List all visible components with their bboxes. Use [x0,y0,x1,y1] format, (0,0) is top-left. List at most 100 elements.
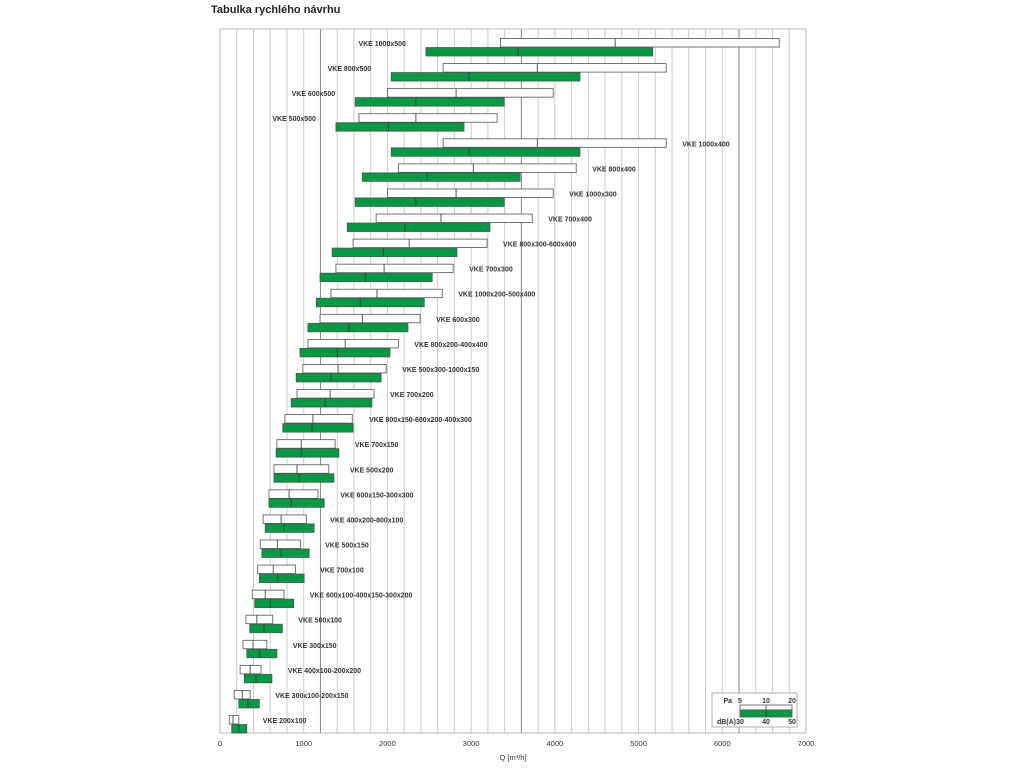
row-label: VKE 300x100-200x150 [275,693,348,700]
row-label: VKE 700x100 [320,568,364,575]
row-label: VKE 800x500 [328,66,372,73]
noise-range-bar [354,97,505,107]
pressure-range-bar [259,539,301,549]
x-tick-label: 7000 [798,739,815,748]
noise-range-bar [261,548,310,558]
x-tick-label: 5000 [630,739,647,748]
pressure-range-bar [276,439,336,449]
noise-range-bar [264,523,315,533]
pressure-range-bar [262,514,307,524]
pressure-range-bar [397,163,577,173]
row-label: VKE 600x500 [292,91,336,98]
noise-range-bar [319,272,433,283]
row-label: VKE 500x500 [272,116,316,123]
pressure-range-bar [387,88,554,98]
noise-range-bar [243,673,273,684]
row-label: VKE 600x100-400x150-300x200 [310,593,413,600]
pressure-range-bar [251,589,285,600]
pressure-range-bar [307,338,399,349]
x-tick-label: 6000 [714,739,731,748]
legend-noise-label: dB(A) [717,719,736,726]
legend-noise-tick: 40 [762,719,770,726]
noise-range-bar [307,322,409,333]
pressure-range-bar [245,614,274,625]
pressure-range-bar [257,564,296,574]
noise-range-bar [273,473,335,483]
noise-range-bar [346,222,491,232]
noise-range-bar [390,147,581,157]
noise-range-bar [390,72,581,82]
chart-title: Tabulka rychlého návrhu [211,4,341,16]
row-label: VKE 400x100-200x200 [288,668,361,675]
row-label: VKE 700x400 [548,217,592,224]
noise-range-bar [354,197,505,207]
noise-range-bar [258,573,305,583]
noise-range-bar [254,598,295,609]
x-tick-label: 0 [218,739,222,748]
row-label: VKE 300x150 [293,643,337,650]
row-label: VKE 1000x500 [358,41,406,48]
row-label: VKE 700x200 [390,392,434,399]
row-label: VKE 700x150 [355,442,399,449]
noise-range-bar [246,648,278,659]
legend-pressure-tick: 10 [762,698,770,705]
x-tick-label: 1000 [295,739,312,748]
pressure-range-bar [273,464,330,474]
pressure-range-bar [302,364,387,374]
row-label: VKE 500x100 [298,618,342,625]
pressure-range-bar [352,238,488,248]
noise-range-bar [331,247,458,257]
noise-range-bar [315,297,425,308]
pressure-range-bar [319,313,421,324]
noise-range-bar [299,347,391,358]
pressure-range-bar [296,389,375,399]
pressure-range-bar [442,138,667,148]
pressure-range-bar [358,113,498,123]
row-label: VKE 500x300-1000x150 [402,367,479,374]
legend-pressure-tick: 20 [788,698,796,705]
pressure-range-bar [242,639,268,650]
row-label: VKE 800x200-400x400 [414,342,487,349]
noise-range-bar [231,724,248,734]
legend-noise-tick: 50 [788,719,796,726]
pressure-range-bar [284,414,353,424]
row-label: VKE 800x300-600x400 [503,242,576,249]
row-label: VKE 1000x400 [682,141,730,148]
legend-pressure-tick: 5 [738,698,742,705]
noise-range-bar [295,373,382,383]
row-label: VKE 600x150-300x300 [340,492,413,499]
pressure-range-bar [387,188,554,198]
pressure-range-bar [239,664,262,675]
pressure-range-bar [442,63,667,73]
noise-range-bar [335,122,465,132]
row-label: VKE 800x400 [592,166,636,173]
row-label: VKE 400x200-800x100 [330,517,403,524]
legend-pressure-label: Pa [723,698,732,705]
row-label: VKE 200x100 [263,718,307,725]
noise-range-bar [275,448,340,458]
noise-range-bar [282,423,354,433]
noise-range-bar [238,699,260,709]
x-tick-label: 3000 [463,739,480,748]
pressure-range-bar [330,288,443,299]
row-label: VKE 700x300 [469,267,513,274]
noise-range-bar [361,172,521,182]
pressure-range-bar [375,213,533,223]
noise-range-bar [425,47,654,57]
row-label: VKE 1000x300 [569,191,617,198]
row-label: VKE 800x150-600x200-400x300 [369,417,472,424]
noise-range-bar [268,498,325,508]
x-tick-label: 4000 [547,739,564,748]
row-label: VKE 1000x200-500x400 [458,292,535,299]
row-label: VKE 500x200 [350,467,394,474]
pressure-range-bar [500,38,780,48]
pressure-range-bar [228,715,240,725]
row-label: VKE 500x150 [325,542,369,549]
pressure-range-bar [268,489,319,499]
row-label: VKE 600x300 [436,317,480,324]
x-axis-label: Q [m³/h] [499,753,526,762]
x-tick-label: 2000 [379,739,396,748]
noise-range-bar [290,398,373,408]
noise-range-bar [249,623,283,634]
